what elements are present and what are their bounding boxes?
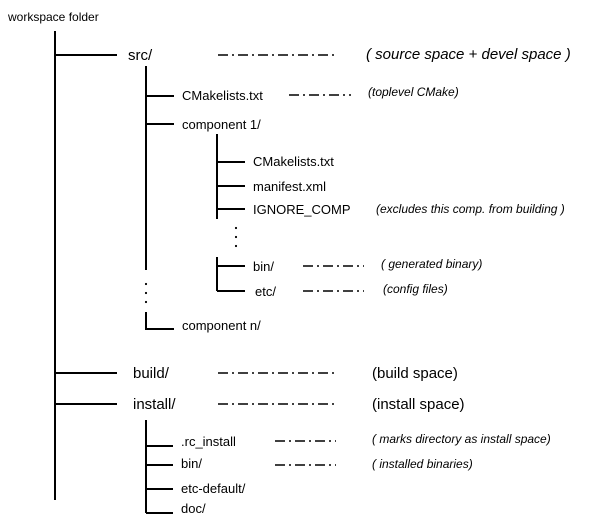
component1-ellipsis-dot — [234, 244, 238, 248]
rc-install-note: ( marks directory as install space) — [372, 432, 551, 446]
install-folder-label: install/ — [133, 396, 176, 413]
comp-ignore-note: (excludes this comp. from building ) — [376, 202, 565, 216]
comp-cmakelists-label: CMakelists.txt — [253, 154, 334, 169]
rc-install-label: .rc_install — [181, 434, 236, 449]
doc-label: doc/ — [181, 501, 206, 516]
comp-ignore-label: IGNORE_COMP — [253, 202, 351, 217]
cmakelists-top-note: (toplevel CMake) — [368, 85, 459, 99]
component1-ellipsis-dot — [234, 235, 238, 239]
src-ellipsis-dot — [144, 282, 148, 286]
comp-etc-note: (config files) — [383, 282, 448, 296]
inst-bin-label: bin/ — [181, 456, 202, 471]
comp-etc-label: etc/ — [255, 284, 276, 299]
cmakelists-top-label: CMakelists.txt — [182, 88, 263, 103]
src-note: ( source space + devel space ) — [366, 46, 571, 63]
comp-bin-label: bin/ — [253, 259, 274, 274]
component1-ellipsis-dot — [234, 226, 238, 230]
component1-label: component 1/ — [182, 117, 261, 132]
src-ellipsis-dot — [144, 300, 148, 304]
comp-bin-note: ( generated binary) — [381, 257, 482, 271]
install-note: (install space) — [372, 396, 465, 413]
src-ellipsis-dot — [144, 291, 148, 295]
component-n-label: component n/ — [182, 318, 261, 333]
comp-manifest-label: manifest.xml — [253, 179, 326, 194]
build-folder-label: build/ — [133, 365, 170, 382]
etc-default-label: etc-default/ — [181, 481, 246, 496]
build-note: (build space) — [372, 365, 458, 382]
src-folder-label: src/ — [128, 47, 153, 64]
workspace-folder-label: workspace folder — [7, 10, 99, 24]
inst-bin-note: ( installed binaries) — [372, 457, 473, 471]
